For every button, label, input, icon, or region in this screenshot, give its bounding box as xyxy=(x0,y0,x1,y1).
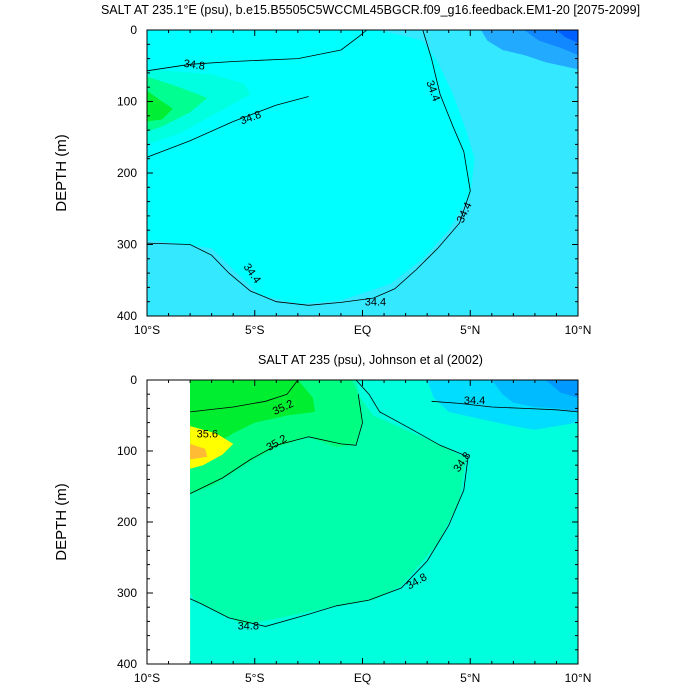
y-tick-label: 200 xyxy=(117,515,137,529)
x-tick-label: 10°N xyxy=(565,323,592,337)
filled-region-4 xyxy=(190,443,208,460)
y-axis-label: DEPTH (m) xyxy=(53,483,70,561)
filled-region-3 xyxy=(147,90,173,122)
contour-line-2 xyxy=(189,394,363,494)
y-tick-label: 400 xyxy=(117,657,137,671)
contour-label: 35.6 xyxy=(197,428,218,440)
x-tick-label: EQ xyxy=(354,323,371,337)
chart-title: SALT AT 235.1°E (psu), b.e15.B5505C5WCCM… xyxy=(101,3,640,17)
y-tick-label: 0 xyxy=(130,373,137,387)
x-tick-label: 5°S xyxy=(245,323,264,337)
y-tick-label: 100 xyxy=(117,444,137,458)
contour-line-1 xyxy=(146,96,309,158)
contour-line-6 xyxy=(431,400,579,413)
y-axis-label: DEPTH (m) xyxy=(53,134,70,212)
y-tick-label: 200 xyxy=(117,166,137,180)
x-tick-label: 5°S xyxy=(245,671,264,685)
y-tick-label: 100 xyxy=(117,95,137,109)
filled-region-3 xyxy=(190,426,234,469)
chart-title: SALT AT 235 (psu), Johnson et al (2002) xyxy=(258,353,483,367)
y-tick-label: 300 xyxy=(117,238,137,252)
contour-label: 34.8 xyxy=(183,58,206,73)
chart-panel-bottom: 35.235.6 35.234.834.834.834.410°S 5°S EQ 5°N… xyxy=(53,353,591,685)
x-tick-label: 5°N xyxy=(460,671,480,685)
contour-label: 34.4 xyxy=(365,297,386,309)
contour-line-4 xyxy=(146,242,342,306)
filled-region-6 xyxy=(556,30,578,43)
x-tick-label: 10°S xyxy=(134,671,160,685)
chart-panel-top: 34.834.834.434.434.434.410°S 5°S EQ 5°N 10°N… xyxy=(53,3,640,337)
y-tick-label: 400 xyxy=(117,309,137,323)
y-tick-label: 300 xyxy=(117,586,137,600)
x-tick-label: 10°S xyxy=(134,323,160,337)
y-tick-label: 0 xyxy=(130,23,137,37)
contour-line-3 xyxy=(189,379,469,627)
contour-line-0 xyxy=(146,29,368,72)
contour-label: 34.4 xyxy=(464,395,485,407)
x-tick-label: 10°N xyxy=(565,671,592,685)
contour-line-0 xyxy=(190,379,299,413)
contour-label: 34.8 xyxy=(238,621,259,633)
filled-region-7 xyxy=(545,380,578,398)
x-tick-label: 5°N xyxy=(460,323,480,337)
x-tick-label: EQ xyxy=(354,671,371,685)
contour-line-2 xyxy=(340,29,471,303)
